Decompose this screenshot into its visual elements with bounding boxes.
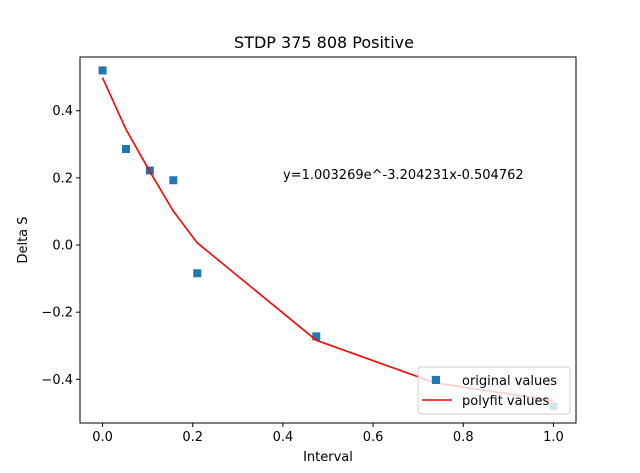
data-point-original [312,332,321,341]
y-tick-label: 0.2 [52,171,73,186]
axes-frame [79,56,577,424]
y-tick-label: −0.2 [41,306,73,321]
y-tick-label: 0.0 [52,239,73,254]
y-tick-label: −0.4 [41,373,73,388]
x-tick-label: 1.0 [543,430,564,445]
x-tick-label: 0.2 [182,430,203,445]
data-point-original [121,145,130,154]
x-axis-label: Interval [303,450,353,465]
data-point-original [98,66,107,75]
data-point-original [169,176,178,185]
legend-label-polyfit: polyfit values [462,394,549,409]
x-tick-label: 0.8 [453,430,474,445]
x-axis: 0.0 0.2 0.4 0.6 0.8 1.0 [92,423,564,445]
x-tick-label: 0.4 [273,430,294,445]
y-tick-label: 0.4 [52,104,73,119]
equation-annotation: y=1.003269e^-3.204231x-0.504762 [283,168,524,183]
series-line-polyfit [101,77,554,402]
legend-marker-original [432,376,440,384]
legend: original values polyfit values [417,366,571,415]
y-axis: −0.4 −0.2 0.0 0.2 0.4 [41,104,80,388]
data-point-original [193,269,202,278]
x-tick-label: 0.0 [92,430,113,445]
legend-label-original: original values [462,374,557,389]
x-tick-label: 0.6 [363,430,384,445]
y-axis-label: Delta S [16,216,31,263]
legend-box [417,366,571,415]
chart-title: STDP 375 808 Positive [234,33,414,52]
